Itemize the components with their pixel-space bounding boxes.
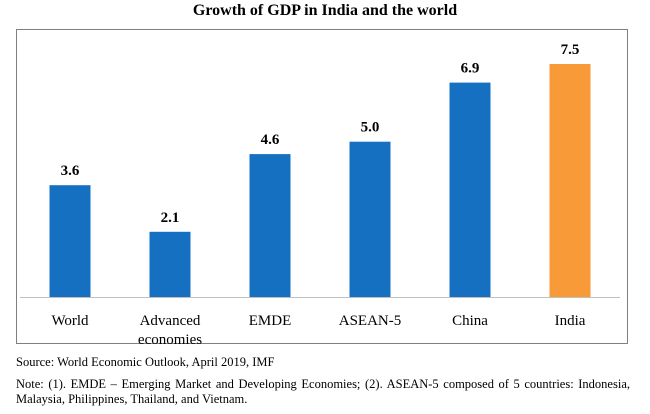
note-text: Note: (1). EMDE – Emerging Market and De… <box>16 377 630 406</box>
category-label: EMDE <box>249 313 292 329</box>
category-label: China <box>452 313 488 329</box>
bar-advanced-economies <box>149 231 191 297</box>
category-label: economies <box>138 332 202 348</box>
category-label: ASEAN-5 <box>339 313 402 329</box>
category-label: World <box>51 313 89 329</box>
bar-world <box>49 185 91 297</box>
data-label: 5.0 <box>361 120 380 136</box>
source-text: Source: World Economic Outlook, April 20… <box>16 355 275 369</box>
bar-asean-5 <box>349 141 391 297</box>
bar-emde <box>249 154 291 297</box>
data-label: 2.1 <box>161 210 180 226</box>
category-label: India <box>555 313 586 329</box>
chart-frame <box>16 29 628 344</box>
data-label: 4.6 <box>261 132 280 148</box>
bar-china <box>449 82 491 297</box>
category-label: Advanced <box>140 313 201 329</box>
chart-title: Growth of GDP in India and the world <box>192 2 458 19</box>
bar-india <box>549 64 591 297</box>
data-label: 6.9 <box>461 61 480 77</box>
data-label: 3.6 <box>61 163 80 179</box>
data-label: 7.5 <box>561 42 580 58</box>
